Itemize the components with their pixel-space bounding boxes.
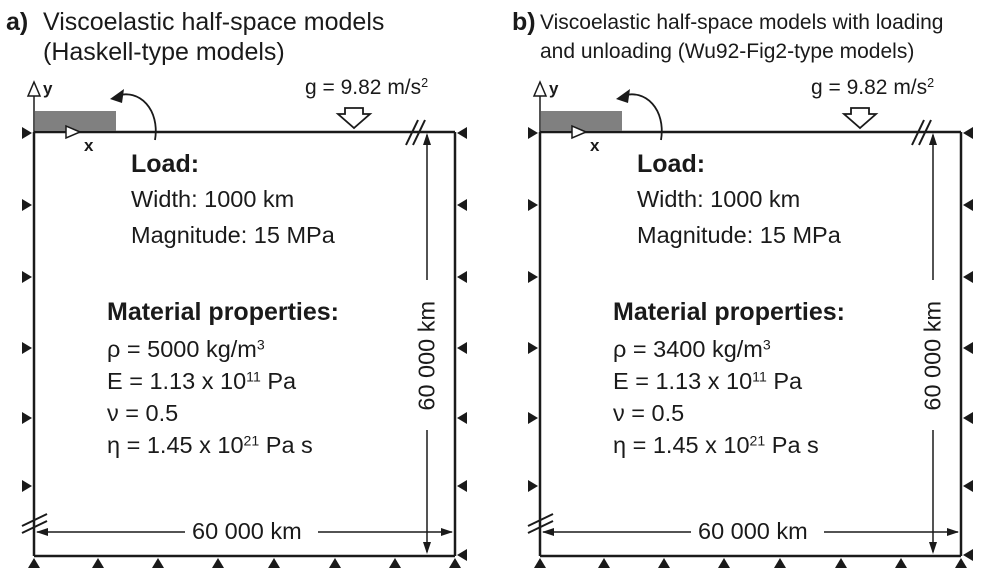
x-axis-arrowhead xyxy=(65,124,82,140)
load-curved-arrowhead xyxy=(110,89,124,103)
gravity-arrow xyxy=(335,107,373,130)
load-block xyxy=(541,111,622,131)
panel-title-line1: Viscoelastic half-space models with load… xyxy=(540,11,944,34)
panel-title-line2: (Haskell-type models) xyxy=(43,38,285,66)
dim-vertical-label: 60 000 km xyxy=(413,300,440,411)
material-poisson: ν = 0.5 xyxy=(613,400,685,426)
break-mark-left-1 xyxy=(21,513,48,527)
dim-horizontal-arrow-left xyxy=(542,528,554,536)
bottom-supports xyxy=(534,558,967,568)
x-axis-label: x xyxy=(590,136,600,155)
break-mark-top-2 xyxy=(412,119,426,146)
load-heading: Load: xyxy=(131,150,200,178)
y-axis-label: y xyxy=(43,79,53,98)
break-mark-left-1 xyxy=(527,513,554,527)
panel-letter: a) xyxy=(6,8,29,36)
load-magnitude: Magnitude: 15 MPa xyxy=(637,222,841,248)
dim-horizontal-arrow-right xyxy=(441,528,453,536)
material-poisson: ν = 0.5 xyxy=(107,400,179,426)
load-heading: Load: xyxy=(637,150,706,178)
panel-title-line2: and unloading (Wu92-Fig2-type models) xyxy=(540,40,915,63)
panel-b: b) Viscoelastic half-space models with l… xyxy=(506,0,998,575)
break-mark-top-1 xyxy=(405,119,419,146)
dim-horizontal-label: 60 000 km xyxy=(192,518,302,544)
left-supports xyxy=(22,127,32,492)
material-density: ρ = 5000 kg/m3 xyxy=(107,336,265,362)
panel-a: a) Viscoelastic half-space models (Haske… xyxy=(6,8,467,568)
dim-vertical-arrow-top xyxy=(929,133,937,145)
gravity-label: g = 9.82 m/s2 xyxy=(305,76,429,99)
panel-b-diagram xyxy=(527,80,973,568)
dim-horizontal-arrow-right xyxy=(947,528,959,536)
y-axis-label: y xyxy=(549,79,559,98)
bottom-supports xyxy=(28,558,461,568)
dim-vertical-arrow-bottom xyxy=(423,542,431,554)
left-supports xyxy=(528,127,538,492)
load-magnitude: Magnitude: 15 MPa xyxy=(131,222,335,248)
material-young-modulus: E = 1.13 x 1011 Pa xyxy=(613,368,803,394)
load-curved-arrowhead xyxy=(616,89,630,103)
material-viscosity: η = 1.45 x 1021 Pa s xyxy=(107,432,313,458)
break-mark-top-1 xyxy=(911,119,925,146)
dim-vertical-arrow-top xyxy=(423,133,431,145)
y-axis-arrowhead xyxy=(26,80,42,97)
right-supports xyxy=(457,127,467,561)
material-viscosity: η = 1.45 x 1021 Pa s xyxy=(613,432,819,458)
x-axis-label: x xyxy=(84,136,94,155)
load-width: Width: 1000 km xyxy=(131,186,295,212)
panel-a-diagram xyxy=(21,80,467,568)
load-width: Width: 1000 km xyxy=(637,186,801,212)
right-supports xyxy=(963,127,973,561)
break-mark-left-2 xyxy=(527,520,554,534)
panel-title-line1: Viscoelastic half-space models xyxy=(43,8,385,36)
gravity-label: g = 9.82 m/s2 xyxy=(811,76,935,99)
gravity-arrow xyxy=(841,107,879,130)
material-young-modulus: E = 1.13 x 1011 Pa xyxy=(107,368,297,394)
break-mark-left-2 xyxy=(21,520,48,534)
load-block xyxy=(35,111,116,131)
panel-letter: b) xyxy=(512,8,536,36)
dim-vertical-arrow-bottom xyxy=(929,542,937,554)
material-density: ρ = 3400 kg/m3 xyxy=(613,336,771,362)
break-mark-top-2 xyxy=(918,119,932,146)
material-heading: Material properties: xyxy=(107,298,340,326)
material-heading: Material properties: xyxy=(613,298,846,326)
dim-vertical-label: 60 000 km xyxy=(919,300,946,411)
dim-horizontal-label: 60 000 km xyxy=(698,518,808,544)
x-axis-arrowhead xyxy=(571,124,588,140)
dim-horizontal-arrow-left xyxy=(36,528,48,536)
y-axis-arrowhead xyxy=(532,80,548,97)
